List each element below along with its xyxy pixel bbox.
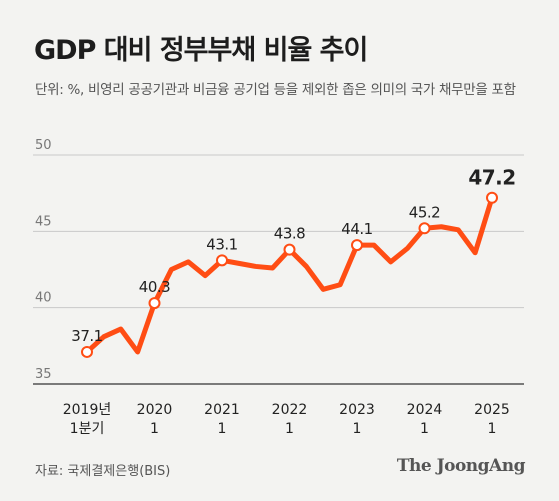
y-tick-label: 50 <box>35 138 52 153</box>
data-point-marker <box>418 222 431 235</box>
x-tick-label: 1 <box>488 421 497 437</box>
x-tick-label: 2019년 <box>63 402 112 418</box>
data-point-marker <box>216 254 228 267</box>
x-tick-label: 2024 <box>407 402 443 418</box>
x-tick-label: 1 <box>285 421 294 437</box>
x-tick-label: 2021 <box>204 402 240 418</box>
y-tick-label: 45 <box>35 214 52 229</box>
y-tick-label: 40 <box>35 291 52 306</box>
x-tick-label: 2023 <box>339 402 375 418</box>
data-point-marker <box>81 345 93 358</box>
data-point-marker <box>486 191 498 204</box>
data-point-marker <box>283 243 296 256</box>
x-tick-label: 2022 <box>272 402 308 418</box>
x-tick-label: 1분기 <box>70 421 105 437</box>
data-label: 45.2 <box>409 203 440 221</box>
data-point-marker <box>148 297 161 310</box>
x-tick-label: 1 <box>150 421 159 437</box>
chart-title: GDP 대비 정부부채 비율 추이 <box>34 35 368 66</box>
data-point-marker <box>351 239 363 252</box>
brand-logo: The JoongAng <box>396 456 526 476</box>
x-tick-label: 2025 <box>474 402 510 418</box>
x-tick-label: 1 <box>420 421 429 437</box>
data-label: 37.1 <box>71 327 102 345</box>
data-label: 40.3 <box>139 278 170 296</box>
x-tick-label: 1 <box>218 421 227 437</box>
data-label: 43.1 <box>206 235 237 253</box>
data-label: 47.2 <box>468 166 515 190</box>
data-label: 44.1 <box>341 220 372 238</box>
source-note: 자료: 국제결제은행(BIS) <box>35 464 171 479</box>
y-tick-label: 35 <box>35 367 52 382</box>
x-tick-label: 2020 <box>137 402 173 418</box>
chart-subtitle: 단위: %, 비영리 공공기관과 비금융 공기업 등을 제외한 좁은 의미의 국… <box>35 82 516 98</box>
x-tick-label: 1 <box>353 421 362 437</box>
data-label: 43.8 <box>274 225 305 243</box>
